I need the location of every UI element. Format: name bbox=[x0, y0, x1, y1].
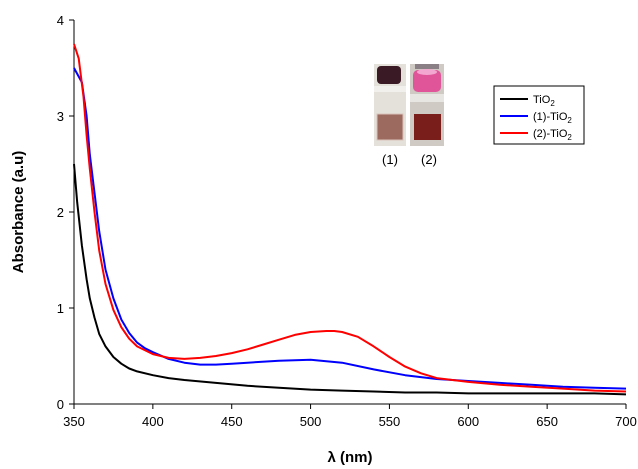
legend-label-1-tio2: (1)-TiO2 bbox=[533, 111, 572, 125]
x-tick-label: 650 bbox=[536, 414, 558, 429]
legend-item-1-tio2: (1)-TiO2 bbox=[500, 111, 572, 125]
x-tick-label: 500 bbox=[300, 414, 322, 429]
inset-label-2: (2) bbox=[421, 152, 437, 167]
x-tick-label: 400 bbox=[142, 414, 164, 429]
y-tick-label: 4 bbox=[57, 13, 64, 28]
legend-item-tio2: TiO2 bbox=[500, 94, 555, 108]
legend-label-2-tio2: (2)-TiO2 bbox=[533, 128, 572, 142]
y-axis-label: Absorbance (a.u) bbox=[10, 151, 27, 274]
x-ticks: 350 400 450 500 550 600 650 700 bbox=[63, 404, 637, 429]
series-line-0 bbox=[73, 163, 627, 396]
x-tick-label: 550 bbox=[379, 414, 401, 429]
film-1 bbox=[377, 114, 403, 140]
y-ticks: 0 1 2 3 4 bbox=[57, 13, 74, 412]
x-tick-label: 350 bbox=[63, 414, 85, 429]
inset-photo: (1) (2) bbox=[374, 64, 444, 167]
y-tick-label: 1 bbox=[57, 301, 64, 316]
y-tick-label: 0 bbox=[57, 397, 64, 412]
inset-panel-1 bbox=[374, 64, 406, 146]
x-tick-label: 450 bbox=[221, 414, 243, 429]
legend-label-tio2: TiO2 bbox=[533, 94, 555, 108]
inset-panel-2 bbox=[410, 64, 444, 146]
legend-item-2-tio2: (2)-TiO2 bbox=[500, 128, 572, 142]
x-tick-label: 600 bbox=[457, 414, 479, 429]
x-tick-label: 700 bbox=[615, 414, 637, 429]
y-tick-label: 2 bbox=[57, 205, 64, 220]
series-lines bbox=[73, 43, 627, 396]
series-line-2 bbox=[73, 43, 627, 393]
legend: TiO2 (1)-TiO2 (2)-TiO2 bbox=[493, 85, 585, 145]
film-2 bbox=[414, 114, 441, 140]
vial-1 bbox=[377, 66, 401, 84]
inset-label-1: (1) bbox=[382, 152, 398, 167]
y-tick-label: 3 bbox=[57, 109, 64, 124]
x-axis-label: λ (nm) bbox=[328, 449, 373, 466]
plot-area: 350 400 450 500 550 600 650 700 0 1 2 3 4 bbox=[57, 13, 637, 429]
vial-2 bbox=[413, 70, 441, 92]
